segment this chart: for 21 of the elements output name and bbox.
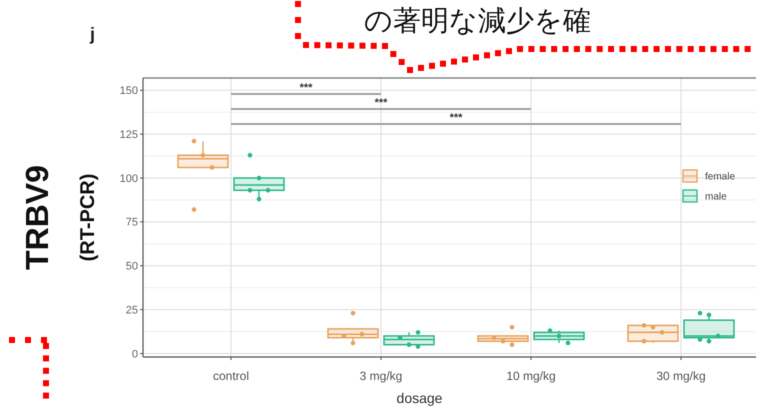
y-tick-label: 25: [126, 304, 138, 316]
x-tick-label: 3 mg/kg: [360, 369, 402, 383]
x-axis-title: dosage: [396, 390, 443, 406]
x-tick-label: 30 mg/kg: [656, 369, 706, 383]
annotation: ***: [374, 97, 388, 109]
x-tick-label: control: [212, 369, 250, 383]
text: (RT-PCR): [77, 174, 99, 262]
y-tick-label: 0: [132, 348, 138, 360]
x-tick-label: 10 mg/kg: [506, 369, 556, 383]
chart-title: j: [89, 24, 96, 44]
y-tick-label: 75: [126, 216, 138, 229]
y-tick-label: 125: [120, 129, 138, 141]
legend-label: female: [705, 172, 736, 182]
annotation: ***: [300, 82, 314, 94]
text: の著明な減少を確: [364, 5, 591, 36]
y-tick-label: 100: [120, 172, 138, 185]
y-tick-label: 50: [126, 260, 138, 273]
legend-label: male: [705, 192, 728, 202]
y-axis-title: TRBV9: [19, 165, 55, 270]
annotation: ***: [450, 112, 464, 124]
y-tick-label: 150: [120, 85, 138, 98]
